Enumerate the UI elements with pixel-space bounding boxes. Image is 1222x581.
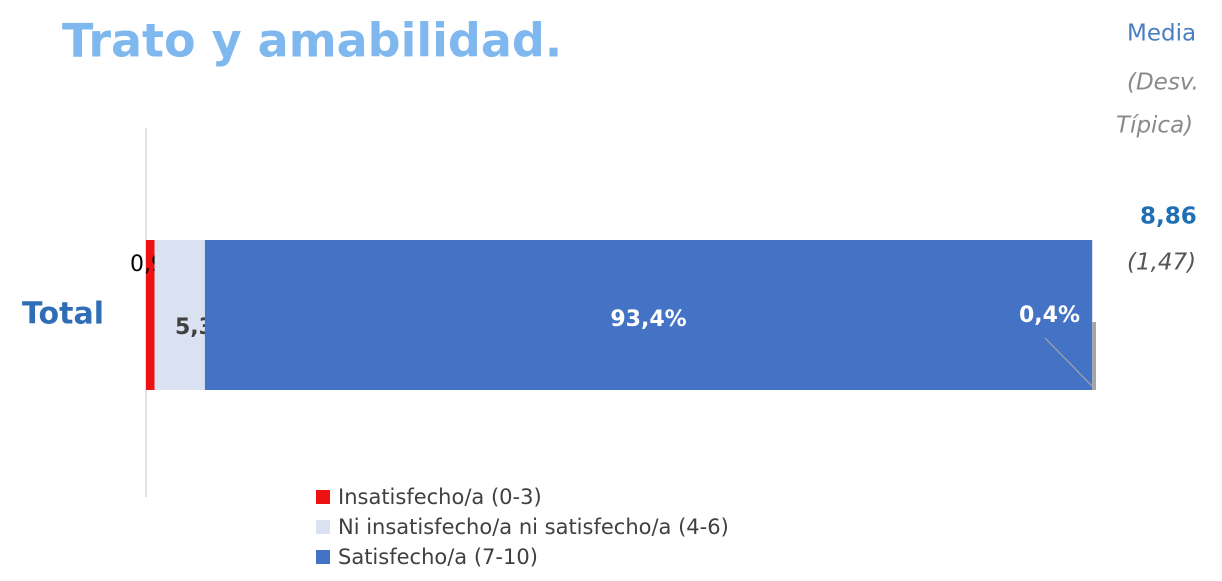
mean-value: 8,86 xyxy=(1140,204,1197,230)
bar-segment xyxy=(146,240,155,390)
bar-segment xyxy=(204,240,1093,390)
legend-swatch xyxy=(316,520,330,534)
data-label: 0,4% xyxy=(1019,303,1080,328)
leader-line xyxy=(1044,337,1093,387)
legend-label: Insatisfecho/a (0-3) xyxy=(338,485,542,509)
bar-segment xyxy=(1092,322,1096,390)
bar-segment xyxy=(154,240,205,390)
mean-header: Típica) xyxy=(1116,113,1193,139)
legend-swatch xyxy=(316,550,330,564)
legend-label: Satisfecho/a (7-10) xyxy=(338,545,538,569)
legend-swatch xyxy=(316,490,330,504)
category-label: Total xyxy=(22,297,104,332)
chart-title: Trato y amabilidad. xyxy=(62,14,562,68)
legend-label: Ni insatisfecho/a ni satisfecho/a (4-6) xyxy=(338,515,729,539)
data-label: 93,4% xyxy=(610,307,686,332)
sd-value: (1,47) xyxy=(1127,250,1196,276)
mean-header: (Desv. xyxy=(1127,70,1199,96)
mean-header: Media xyxy=(1127,21,1196,47)
